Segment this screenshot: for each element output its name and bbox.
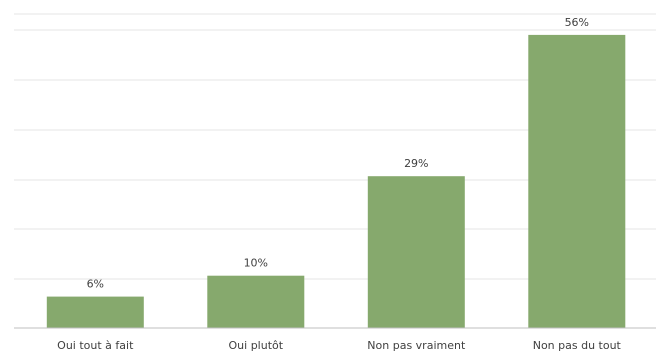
bar (367, 176, 465, 328)
data-label: 56% (565, 16, 589, 29)
bar (207, 275, 305, 328)
category-label: Oui tout à fait (57, 339, 134, 352)
bar (46, 296, 144, 328)
data-label: 29% (404, 157, 428, 170)
data-label: 6% (87, 278, 104, 291)
data-label: 10% (244, 257, 268, 270)
category-label: Oui plutôt (229, 339, 284, 352)
grid-layer (14, 13, 656, 280)
data-label-layer: 6% 10% 29% 56% (87, 16, 589, 291)
category-label: Non pas vraiment (367, 339, 466, 352)
category-label-layer: Oui tout à fait Oui plutôt Non pas vraimen… (57, 339, 621, 352)
bar-layer (46, 34, 626, 329)
bar (528, 34, 626, 329)
category-label: Non pas du tout (533, 339, 622, 352)
